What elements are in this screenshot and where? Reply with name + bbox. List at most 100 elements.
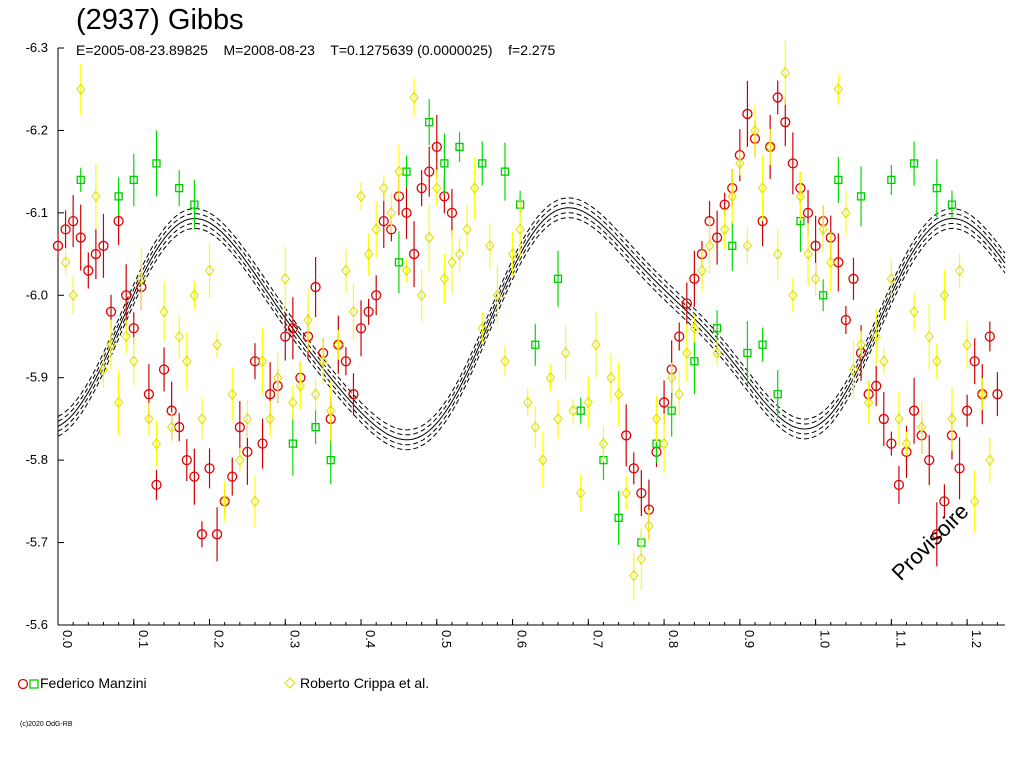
crippa-point xyxy=(295,380,306,392)
crippa-point xyxy=(113,396,124,409)
manzini_red-point xyxy=(878,413,889,425)
crippa-point xyxy=(189,289,200,302)
manzini_red-point xyxy=(401,207,412,219)
y-tick-label: -6.3 xyxy=(26,40,48,55)
manzini_red-point xyxy=(742,108,753,120)
crippa-point xyxy=(621,487,631,499)
manzini_red-point xyxy=(711,232,723,243)
manzini_red-point xyxy=(416,182,427,194)
crippa-point xyxy=(227,388,237,401)
f-param: f=2.275 xyxy=(508,42,556,58)
crippa-point xyxy=(386,207,396,219)
crippa-point xyxy=(545,371,556,384)
crippa-point xyxy=(568,404,578,417)
crippa-point xyxy=(166,421,177,433)
manzini_red-point xyxy=(780,117,791,128)
crippa-point xyxy=(129,355,139,368)
crippa-point xyxy=(447,256,457,269)
crippa-point xyxy=(60,256,71,269)
fit-curve xyxy=(57,207,1006,441)
crippa-point xyxy=(962,338,972,351)
crippa-point xyxy=(735,157,745,170)
crippa-point xyxy=(848,363,859,376)
crippa-point xyxy=(242,413,253,425)
crippa-point xyxy=(477,322,487,335)
manzini_red-point xyxy=(371,290,382,301)
crippa-point xyxy=(280,272,290,285)
crippa-point xyxy=(424,231,434,244)
x-tick-label: 1.1 xyxy=(893,630,908,648)
crippa-point xyxy=(598,437,609,450)
crippa-point xyxy=(159,305,169,318)
crippa-point xyxy=(394,165,404,178)
x-tick-label: 0.1 xyxy=(136,630,151,648)
mid-param: M=2008-08-23 xyxy=(223,42,315,58)
y-tick-label: -6.2 xyxy=(26,122,48,137)
crippa-point xyxy=(197,413,207,425)
crippa-point xyxy=(826,256,836,269)
manzini_green-point xyxy=(500,167,510,176)
crippa-point xyxy=(651,413,662,425)
crippa-point xyxy=(583,396,593,409)
manzini_red-point xyxy=(658,397,670,408)
crippa-point xyxy=(363,248,374,260)
manzini_green-point xyxy=(114,192,123,201)
manzini_red-point xyxy=(802,207,814,219)
crippa-point xyxy=(98,363,109,376)
manzini_red-point xyxy=(264,389,276,400)
crippa-point xyxy=(659,437,669,450)
manzini_red-point xyxy=(227,471,238,482)
crippa-point xyxy=(530,421,540,433)
manzini_red-point xyxy=(83,265,94,276)
crippa-point xyxy=(379,182,389,194)
legend-entry-manzini: Federico Manzini xyxy=(40,675,147,691)
manzini_green-point xyxy=(553,274,563,283)
crippa-point xyxy=(833,83,843,96)
crippa-point xyxy=(288,396,298,409)
crippa-point xyxy=(727,190,737,203)
crippa-point xyxy=(485,240,495,252)
manzini_green-point xyxy=(728,241,737,250)
crippa-point xyxy=(371,223,381,236)
manzini_green-point xyxy=(152,159,161,168)
manzini_red-point xyxy=(189,471,200,482)
crippa-point xyxy=(977,388,987,401)
crippa-point xyxy=(803,248,813,260)
y-tick-label: -5.6 xyxy=(26,617,48,632)
manzini_red-point xyxy=(181,454,192,466)
manzini_red-point xyxy=(984,331,995,342)
crippa-point xyxy=(795,190,806,203)
chart-title: (2937) Gibbs xyxy=(76,4,244,36)
crippa-point xyxy=(788,289,798,302)
manzini_red-point xyxy=(886,438,897,449)
y-tick-label: -5.9 xyxy=(26,370,48,385)
crippa-point xyxy=(841,207,851,219)
manzini_red-point xyxy=(355,323,367,334)
fit-band-curve xyxy=(57,212,1006,446)
y-tick-label: -5.7 xyxy=(26,535,48,550)
manzini_red-point xyxy=(128,323,139,334)
manzini_green-point xyxy=(175,183,184,193)
crippa-point xyxy=(856,338,866,351)
crippa-point xyxy=(91,190,101,203)
x-tick-label: 0.8 xyxy=(666,630,681,648)
manzini_green-point xyxy=(394,258,404,267)
manzini_red-point xyxy=(689,273,700,284)
crippa-point xyxy=(924,330,934,343)
manzini_red-point xyxy=(121,290,132,301)
manzini_red-point xyxy=(939,496,950,507)
crippa-point xyxy=(235,454,245,466)
crippa-point xyxy=(985,454,995,466)
manzini_red-point xyxy=(719,199,730,210)
copyright-note: (c)2020 OdG-RB xyxy=(20,721,73,728)
crippa-point xyxy=(742,240,753,252)
chart-params: E=2005-08-23.89825 M=2008-08-23 T=0.1275… xyxy=(76,42,555,58)
crippa-point xyxy=(326,404,336,417)
manzini_red-point xyxy=(787,158,799,169)
manzini_red-point xyxy=(75,232,86,243)
epoch-param: E=2005-08-23.89825 xyxy=(76,42,208,58)
manzini_green-point xyxy=(614,513,623,522)
y-tick-label: -5.8 xyxy=(26,452,48,467)
crippa-point xyxy=(810,272,821,285)
manzini_green-point xyxy=(455,142,464,152)
